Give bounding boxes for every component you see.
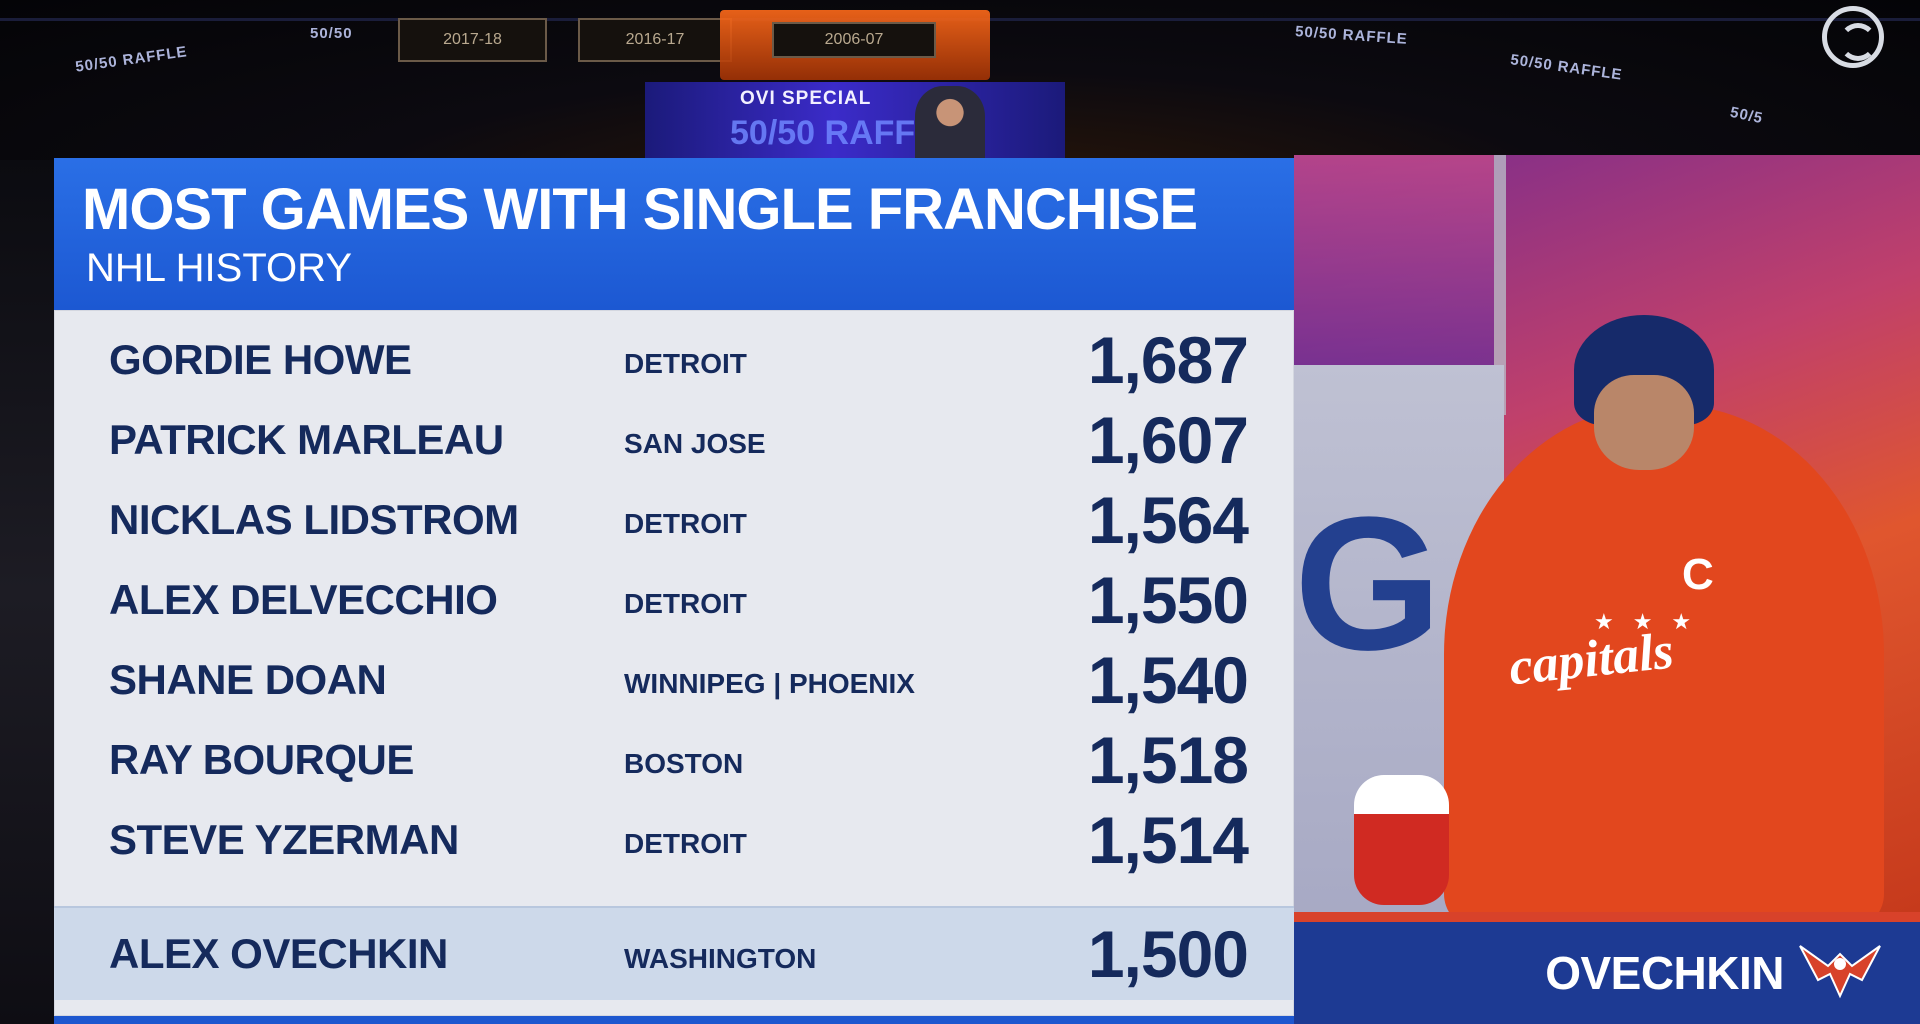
player-name-bar: OVECHKIN xyxy=(1294,912,1920,1024)
ribbon-text: 50/50 RAFFLE xyxy=(74,43,189,76)
table-row: RAY BOURQUE BOSTON 1,518 xyxy=(54,720,1294,800)
stats-table: GORDIE HOWE DETROIT 1,687 PATRICK MARLEA… xyxy=(54,310,1294,1016)
player-name: GORDIE HOWE xyxy=(109,336,412,383)
player-name: RAY BOURQUE xyxy=(109,736,414,783)
player-jersey xyxy=(1444,405,1884,912)
player-face xyxy=(1594,375,1694,470)
team-name: DETROIT xyxy=(624,588,747,619)
player-video: G ★ ★ ★ capitals C xyxy=(1294,155,1920,912)
games-played: 1,540 xyxy=(1087,643,1249,717)
player-photo xyxy=(915,86,985,160)
table-row-highlighted: ALEX OVECHKIN WASHINGTON 1,500 xyxy=(54,906,1294,1000)
panel-bottom-border xyxy=(54,1016,1294,1024)
games-played: 1,518 xyxy=(1087,723,1249,797)
jersey-stars: ★ ★ ★ xyxy=(1594,610,1698,635)
team-name: DETROIT xyxy=(624,348,747,379)
player-name: ALEX OVECHKIN xyxy=(109,930,448,977)
player-name: ALEX DELVECCHIO xyxy=(109,576,498,623)
capitals-eagle-icon xyxy=(1799,945,1881,999)
team-name: WASHINGTON xyxy=(624,942,817,974)
ribbon-text: 50/50 xyxy=(310,25,353,42)
team-name: WINNIPEG | PHOENIX xyxy=(624,668,915,699)
table-row: SHANE DOAN WINNIPEG | PHOENIX 1,540 xyxy=(54,640,1294,720)
captain-letter: C xyxy=(1682,550,1714,599)
circular-arrows-icon xyxy=(1822,6,1884,68)
arena-video-board: OVI SPECIAL 50/50 RAFFLE xyxy=(645,82,1065,160)
banner: 2006-07 xyxy=(772,22,936,58)
team-name: BOSTON xyxy=(624,748,744,779)
player-name: PATRICK MARLEAU xyxy=(109,416,504,463)
player-name: STEVE YZERMAN xyxy=(109,816,459,863)
games-played: 1,564 xyxy=(1087,483,1249,557)
graphic-header: MOST GAMES WITH SINGLE FRANCHISE NHL HIS… xyxy=(54,158,1294,310)
team-name: DETROIT xyxy=(624,508,747,539)
crowd-background xyxy=(0,160,58,1024)
banner: 2017-18 xyxy=(398,18,547,62)
ribbon-text: 50/50 RAFFLE xyxy=(1509,51,1624,84)
team-name: SAN JOSE xyxy=(624,428,766,459)
table-row: NICKLAS LIDSTROM DETROIT 1,564 xyxy=(54,480,1294,560)
player-name: NICKLAS LIDSTROM xyxy=(109,496,519,543)
table-row: GORDIE HOWE DETROIT 1,687 xyxy=(54,320,1294,400)
arena-background: 50/50 RAFFLE 50/50 50/50 RAFFLE 50/50 RA… xyxy=(0,0,1920,160)
graphic-title: MOST GAMES WITH SINGLE FRANCHISE xyxy=(82,177,1198,242)
banner: 2016-17 xyxy=(578,18,732,62)
player-glove xyxy=(1354,775,1449,905)
games-played: 1,607 xyxy=(1087,403,1249,477)
games-played: 1,687 xyxy=(1087,323,1249,397)
table-row: STEVE YZERMAN DETROIT 1,514 xyxy=(54,800,1294,880)
player-name: SHANE DOAN xyxy=(109,656,387,703)
games-played: 1,514 xyxy=(1087,803,1249,877)
board-letter: G xyxy=(1294,478,1442,690)
ribbon-text: 50/5 xyxy=(1728,103,1765,128)
player-name-label: OVECHKIN xyxy=(1545,947,1784,999)
ribbon-text: 50/50 RAFFLE xyxy=(1294,23,1409,48)
table-row: PATRICK MARLEAU SAN JOSE 1,607 xyxy=(54,400,1294,480)
table-row: ALEX DELVECCHIO DETROIT 1,550 xyxy=(54,560,1294,640)
video-board-title: OVI SPECIAL xyxy=(740,88,872,109)
team-name: DETROIT xyxy=(624,828,747,859)
graphic-subtitle: NHL HISTORY xyxy=(86,246,352,290)
games-played: 1,550 xyxy=(1087,563,1249,637)
games-played: 1,500 xyxy=(1087,917,1249,991)
